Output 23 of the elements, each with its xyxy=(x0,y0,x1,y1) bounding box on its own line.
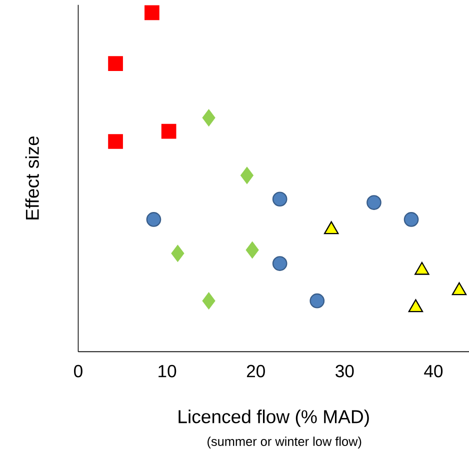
text: (summer or winter low flow) xyxy=(208,436,362,448)
point xyxy=(404,212,419,227)
x-tick-label: 40 xyxy=(424,364,443,378)
point xyxy=(146,212,162,227)
point xyxy=(144,5,160,20)
point xyxy=(202,292,216,310)
x-tick-label: 10 xyxy=(158,364,176,378)
x-tick-label: 0 xyxy=(74,364,82,378)
x-tick-label: 20 xyxy=(246,364,265,378)
x-tick-label: 30 xyxy=(336,364,354,378)
point xyxy=(246,241,259,258)
point xyxy=(272,192,288,206)
x-axis-title: Licenced flow (% MAD) xyxy=(178,410,369,427)
point xyxy=(366,194,382,210)
point xyxy=(310,293,325,308)
y-axis-title: Effect size xyxy=(25,136,39,220)
point xyxy=(202,109,216,126)
point xyxy=(108,134,123,149)
point xyxy=(272,256,288,271)
point xyxy=(108,56,123,71)
point xyxy=(171,244,184,262)
point xyxy=(240,166,254,184)
point xyxy=(161,124,176,139)
